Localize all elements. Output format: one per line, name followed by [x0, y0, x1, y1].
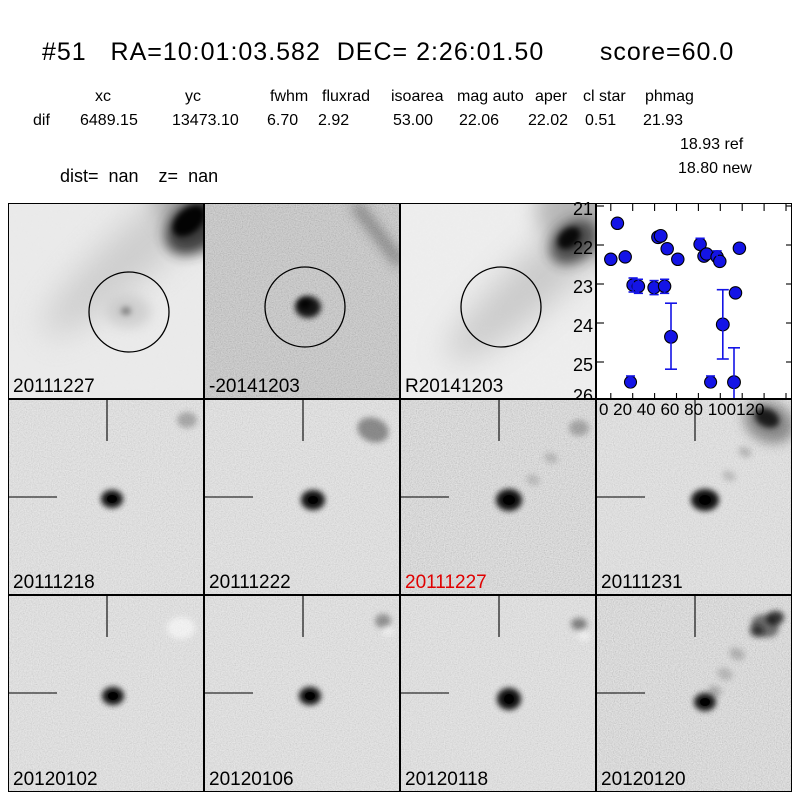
- svg-text:0 20 40 60 80 100120: 0 20 40 60 80 100120: [599, 400, 764, 419]
